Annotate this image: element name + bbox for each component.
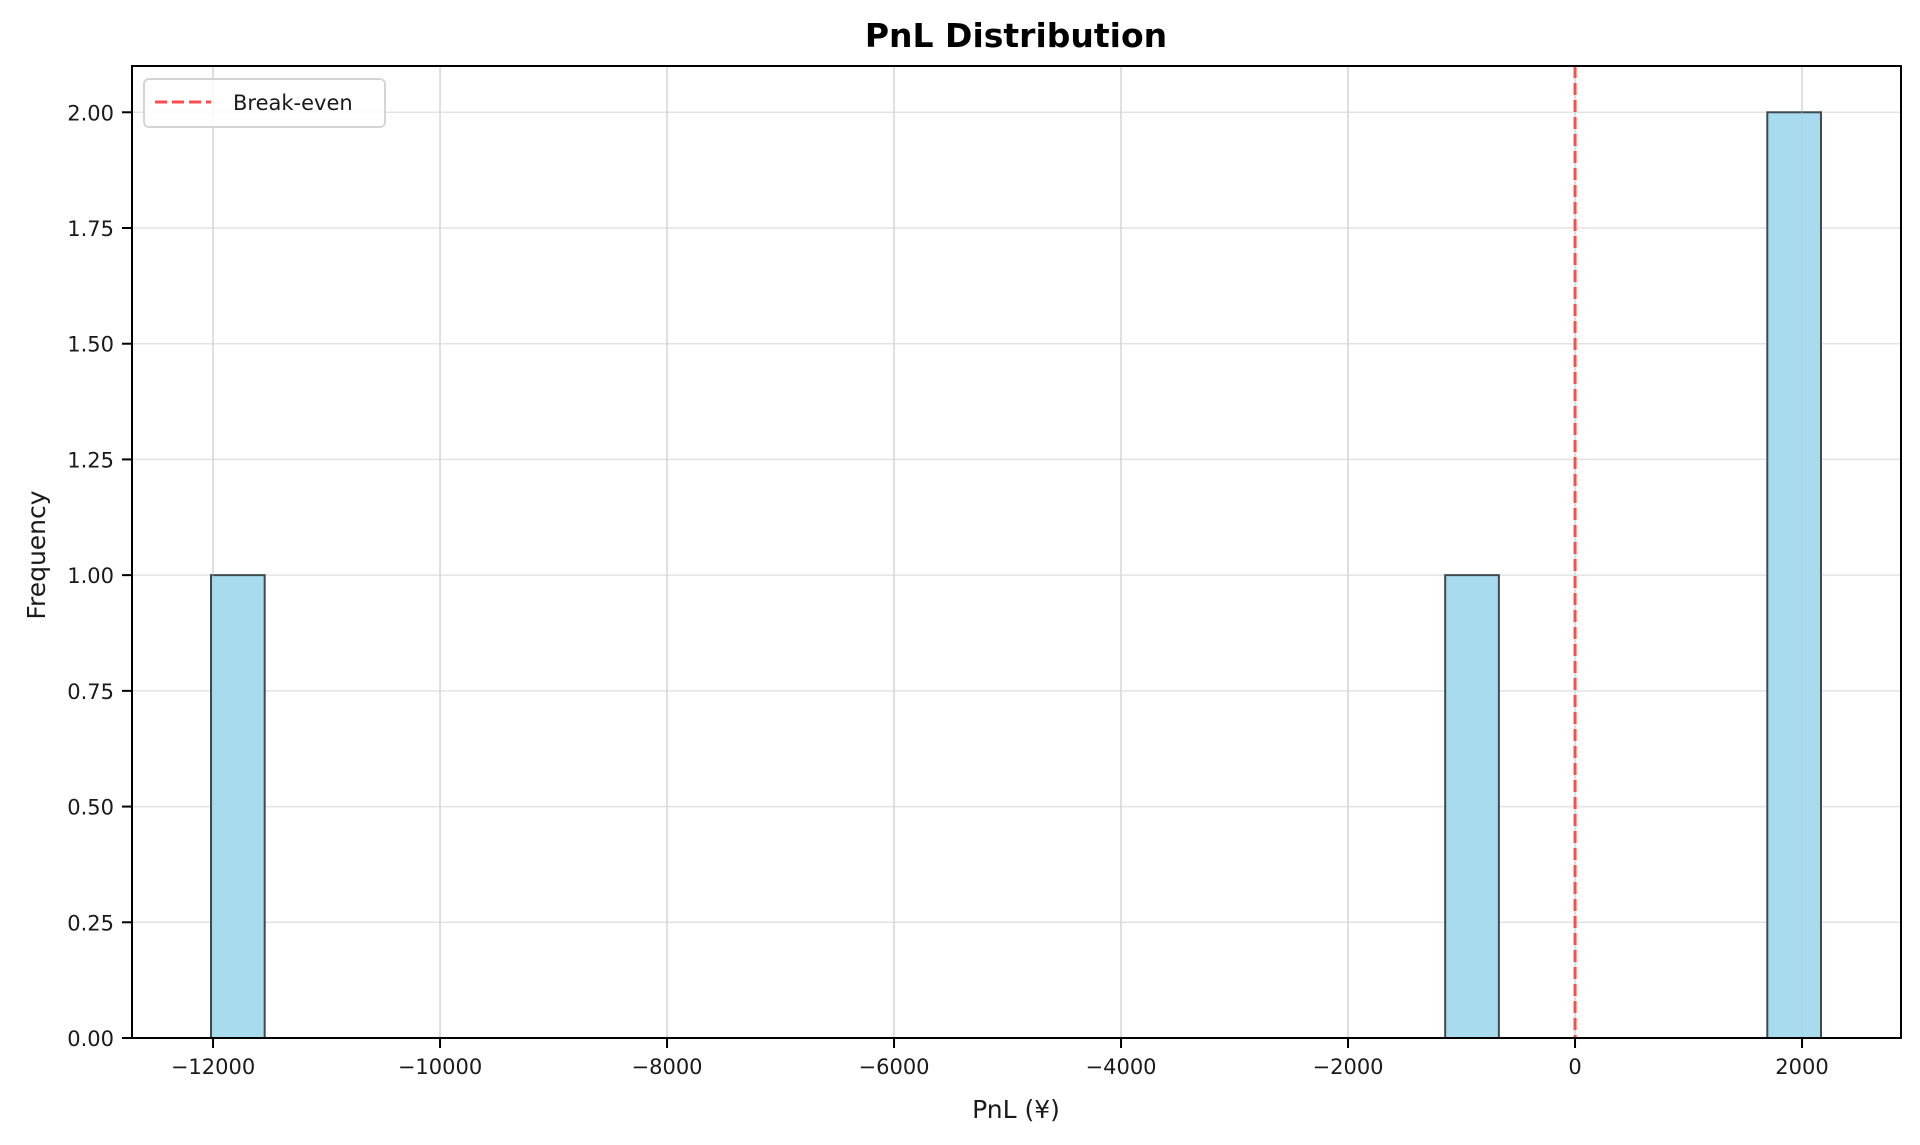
chart-title: PnL Distribution	[865, 16, 1167, 55]
plot-frame	[131, 65, 1902, 1039]
x-tick-label: −4000	[1086, 1055, 1157, 1079]
y-axis-label: Frequency	[22, 490, 51, 619]
y-tick-label: 1.00	[67, 564, 114, 588]
x-tick-label: 0	[1568, 1055, 1581, 1079]
legend: Break-even	[143, 78, 386, 128]
x-tick-label: −8000	[632, 1055, 703, 1079]
y-tick-label: 0.25	[67, 911, 114, 935]
y-axis-ticks: 0.00 0.25 0.50 0.75 1.00 1.25 1.50 1.75 2.00	[67, 101, 132, 1051]
legend-box	[143, 78, 386, 128]
grid-lines	[132, 66, 1901, 1039]
y-tick-label: 0.50	[67, 796, 114, 820]
y-tick-label: 1.50	[67, 333, 114, 357]
y-tick-label: 2.00	[67, 101, 114, 125]
x-tick-label: −6000	[859, 1055, 930, 1079]
x-tick-label: −12000	[171, 1055, 255, 1079]
x-tick-label: 2000	[1775, 1055, 1828, 1079]
x-axis-ticks: −12000 −10000 −8000 −6000 −4000 −2000 0 2000	[171, 1038, 1829, 1079]
histogram-bar	[1766, 111, 1822, 1040]
axes	[131, 65, 1902, 1039]
histogram-bar	[209, 574, 266, 1040]
y-tick-label: 0.75	[67, 680, 114, 704]
histogram-bars	[209, 66, 1822, 1040]
x-tick-label: −2000	[1313, 1055, 1384, 1079]
y-tick-label: 0.00	[67, 1027, 114, 1051]
x-axis-label: PnL (¥)	[972, 1095, 1060, 1124]
y-tick-label: 1.25	[67, 448, 114, 472]
y-tick-label: 1.75	[67, 217, 114, 241]
histogram-bar	[1444, 574, 1500, 1040]
legend-label-break-even: Break-even	[233, 91, 353, 115]
x-tick-label: −10000	[398, 1055, 482, 1079]
